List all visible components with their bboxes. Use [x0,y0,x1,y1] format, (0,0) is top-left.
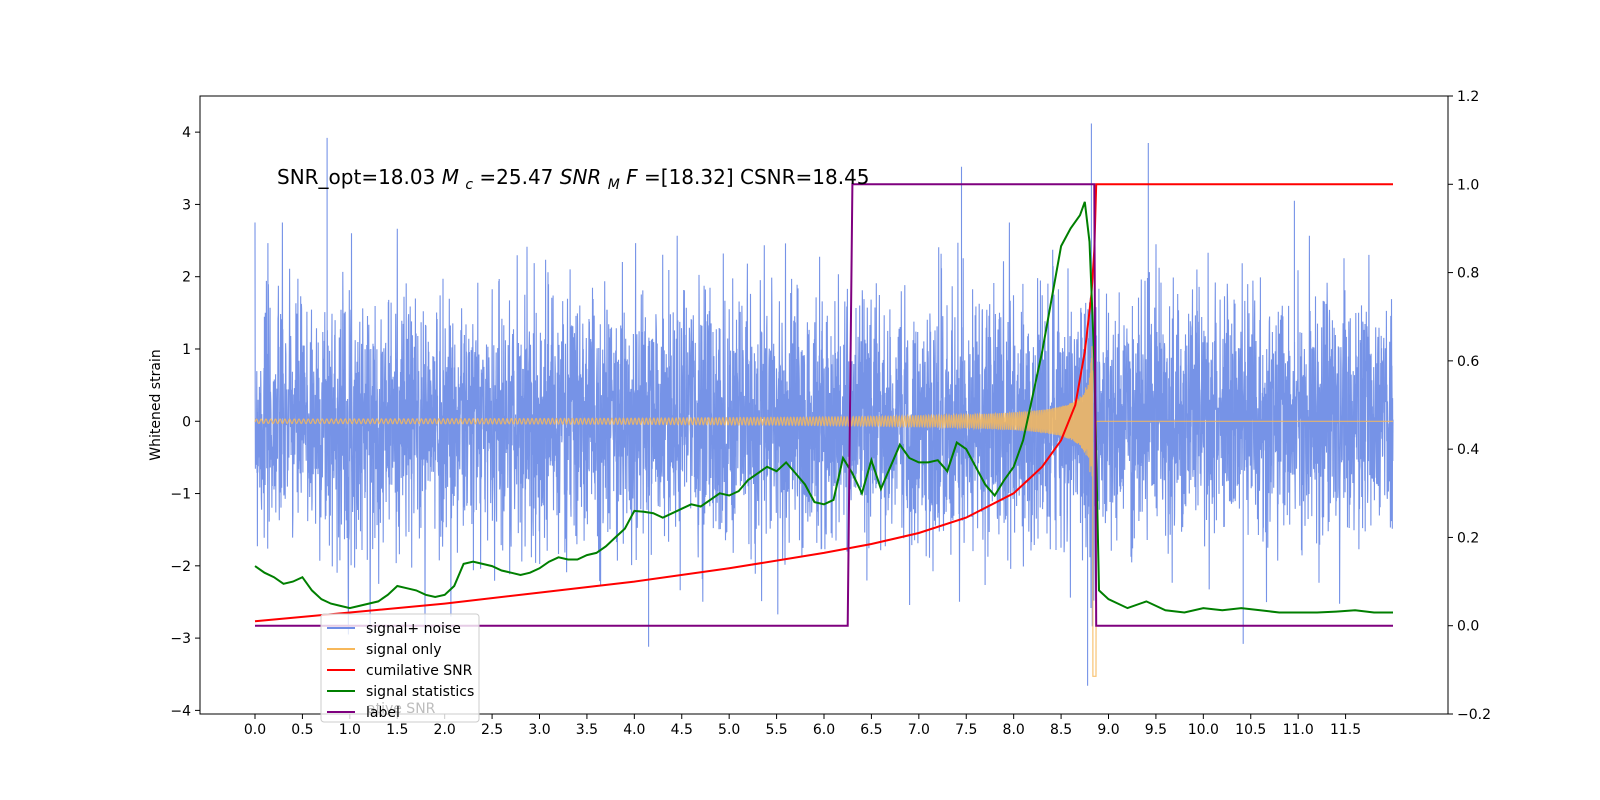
y-tick-label-left: 1 [182,342,191,358]
legend-label: cumilative SNR [366,663,473,679]
x-tick-label: 0.5 [291,722,313,738]
y-tick-label-right: 1.2 [1457,89,1479,105]
y-axis-right: 1.2 1.0 0.8 0.6 0.4 0.2 0.0 −0.2 [1448,89,1491,723]
legend-label: signal only [366,642,441,658]
title-mc-sub: c [465,177,473,193]
x-tick-label: 8.0 [1003,722,1025,738]
legend-label: signal statistics [366,684,474,700]
y-tick-label-left: −1 [170,487,191,503]
x-tick-label: 4.5 [671,722,693,738]
x-tick-label: 9.0 [1097,722,1119,738]
legend: ative SNR signal+ noise signal only cumila… [320,613,480,723]
title-mc-val: =25.47 [479,165,559,189]
x-tick-label: 10.5 [1235,722,1266,738]
legend-ghost-text: ative SNR [367,701,436,717]
series-signal-only [254,346,1393,677]
x-tick-label: 8.5 [1050,722,1072,738]
y-tick-label-right: 1.0 [1457,177,1479,193]
x-axis: 0.0 0.5 1.0 1.5 2.0 2.5 3.0 3.5 4.0 4.5 5.0 5.5 6.0 6… [244,714,1361,738]
y-tick-label-left: 4 [182,125,191,141]
title-snr-var2: F [626,165,638,189]
legend-label: label [366,705,400,721]
y-tick-label-left: −2 [170,559,191,575]
x-tick-label: 1.0 [339,722,361,738]
x-tick-label: 7.5 [955,722,977,738]
legend-label: signal+ noise [366,621,461,637]
x-tick-label: 11.5 [1330,722,1361,738]
y-tick-label-left: 0 [182,414,191,430]
title-snr-var: SNR [560,165,602,189]
x-tick-label: 6.0 [813,722,835,738]
x-tick-label: 5.5 [765,722,787,738]
x-tick-label: 11.0 [1283,722,1314,738]
x-tick-label: 3.0 [528,722,550,738]
title-snr-val: =[18.32] CSNR=18.45 [644,165,870,189]
title-mc-var: M [442,165,459,189]
x-tick-label: 2.5 [481,722,503,738]
series-signal-statistics [254,201,1393,614]
title-part-a: SNR_opt=18.03 [277,165,442,189]
y-tick-label-right: 0.4 [1457,442,1479,458]
y-tick-label-left: −3 [170,631,191,647]
x-tick-label: 4.0 [623,722,645,738]
y-tick-label-right: −0.2 [1457,707,1491,723]
x-tick-label: 5.0 [718,722,740,738]
y-axis-label-left: Whitened strain [148,349,164,460]
title-snr-sub: M [608,177,620,193]
series-layer [254,123,1394,686]
x-tick-label: 7.0 [908,722,930,738]
x-tick-label: 10.0 [1188,722,1219,738]
y-tick-label-right: 0.0 [1457,619,1479,635]
x-tick-label: 0.0 [244,722,266,738]
y-tick-label-left: 2 [182,270,191,286]
x-tick-label: 1.5 [386,722,408,738]
x-tick-label: 9.5 [1145,722,1167,738]
y-tick-label-left: −4 [170,703,191,719]
y-tick-label-right: 0.2 [1457,530,1479,546]
y-tick-label-left: 3 [182,197,191,213]
chart-title: SNR_opt=18.03 M c =25.47 SNR M F =[18.32… [277,165,870,194]
y-tick-label-right: 0.6 [1457,354,1479,370]
legend-box [320,613,480,723]
y-axis-left: 4 3 2 1 0 −1 −2 −3 −4 [170,125,200,719]
x-tick-label: 6.5 [860,722,882,738]
series-label [255,183,1393,627]
x-tick-label: 3.5 [576,722,598,738]
y-tick-label-right: 0.8 [1457,266,1479,282]
x-tick-label: 2.0 [434,722,456,738]
